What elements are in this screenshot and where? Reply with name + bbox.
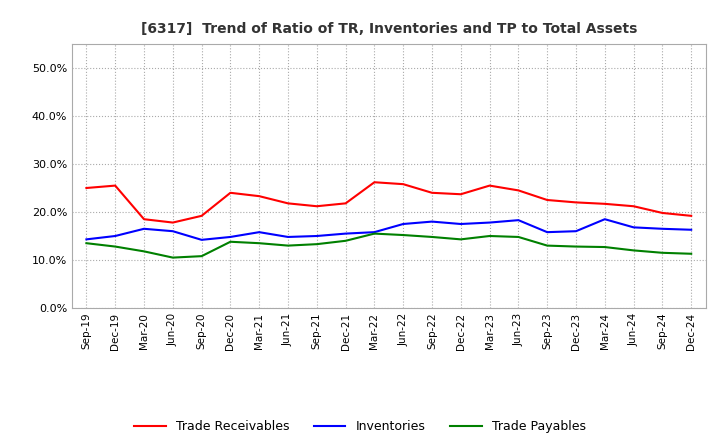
Trade Payables (600, 244, 609, 249)
Trade Receivables (485, 183, 494, 188)
Trade Payables (428, 235, 436, 240)
Line: Trade Payables: Trade Payables (86, 234, 691, 257)
Inventories (197, 237, 206, 242)
Trade Receivables (514, 188, 523, 193)
Trade Payables (284, 243, 292, 248)
Trade Payables (658, 250, 667, 256)
Inventories (485, 220, 494, 225)
Trade Receivables (255, 194, 264, 199)
Inventories (428, 219, 436, 224)
Trade Receivables (111, 183, 120, 188)
Inventories (168, 228, 177, 234)
Inventories (140, 226, 148, 231)
Trade Receivables (140, 216, 148, 222)
Trade Receivables (543, 198, 552, 203)
Trade Receivables (284, 201, 292, 206)
Trade Payables (111, 244, 120, 249)
Trade Receivables (226, 190, 235, 195)
Trade Receivables (370, 180, 379, 185)
Trade Payables (312, 242, 321, 247)
Trade Payables (255, 241, 264, 246)
Inventories (399, 221, 408, 227)
Inventories (543, 230, 552, 235)
Trade Receivables (687, 213, 696, 219)
Legend: Trade Receivables, Inventories, Trade Payables: Trade Receivables, Inventories, Trade Pa… (130, 415, 590, 438)
Line: Trade Receivables: Trade Receivables (86, 182, 691, 223)
Title: [6317]  Trend of Ratio of TR, Inventories and TP to Total Assets: [6317] Trend of Ratio of TR, Inventories… (140, 22, 637, 36)
Inventories (255, 230, 264, 235)
Inventories (111, 233, 120, 238)
Trade Receivables (341, 201, 350, 206)
Trade Receivables (572, 200, 580, 205)
Trade Payables (168, 255, 177, 260)
Trade Receivables (428, 190, 436, 195)
Trade Receivables (658, 210, 667, 216)
Trade Payables (485, 233, 494, 238)
Inventories (341, 231, 350, 236)
Trade Payables (687, 251, 696, 257)
Inventories (226, 235, 235, 240)
Inventories (687, 227, 696, 232)
Trade Payables (197, 253, 206, 259)
Trade Receivables (600, 201, 609, 206)
Inventories (572, 228, 580, 234)
Inventories (284, 235, 292, 240)
Inventories (370, 230, 379, 235)
Inventories (312, 233, 321, 238)
Trade Receivables (399, 182, 408, 187)
Trade Payables (341, 238, 350, 243)
Trade Payables (456, 237, 465, 242)
Trade Payables (514, 235, 523, 240)
Inventories (514, 217, 523, 223)
Trade Receivables (168, 220, 177, 225)
Trade Receivables (629, 204, 638, 209)
Trade Receivables (456, 191, 465, 197)
Inventories (629, 225, 638, 230)
Trade Payables (140, 249, 148, 254)
Trade Payables (399, 232, 408, 238)
Inventories (456, 221, 465, 227)
Trade Payables (82, 241, 91, 246)
Trade Payables (572, 244, 580, 249)
Inventories (658, 226, 667, 231)
Trade Payables (629, 248, 638, 253)
Trade Receivables (82, 185, 91, 191)
Trade Payables (370, 231, 379, 236)
Trade Payables (543, 243, 552, 248)
Trade Receivables (197, 213, 206, 219)
Line: Inventories: Inventories (86, 219, 691, 240)
Inventories (600, 216, 609, 222)
Trade Receivables (312, 204, 321, 209)
Inventories (82, 237, 91, 242)
Trade Payables (226, 239, 235, 244)
